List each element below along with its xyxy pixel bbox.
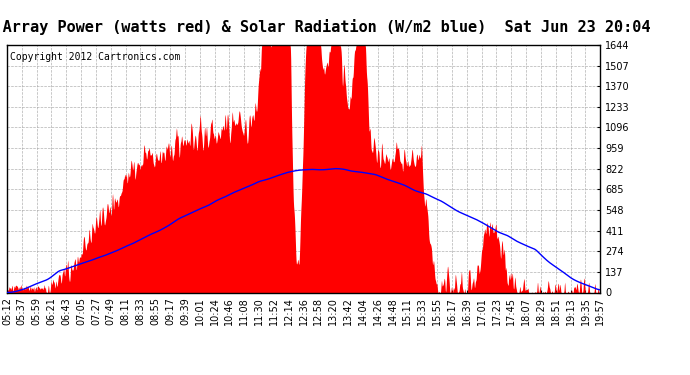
Text: West Array Power (watts red) & Solar Radiation (W/m2 blue)  Sat Jun 23 20:04: West Array Power (watts red) & Solar Rad… xyxy=(0,19,651,35)
Text: Copyright 2012 Cartronics.com: Copyright 2012 Cartronics.com xyxy=(10,53,180,62)
